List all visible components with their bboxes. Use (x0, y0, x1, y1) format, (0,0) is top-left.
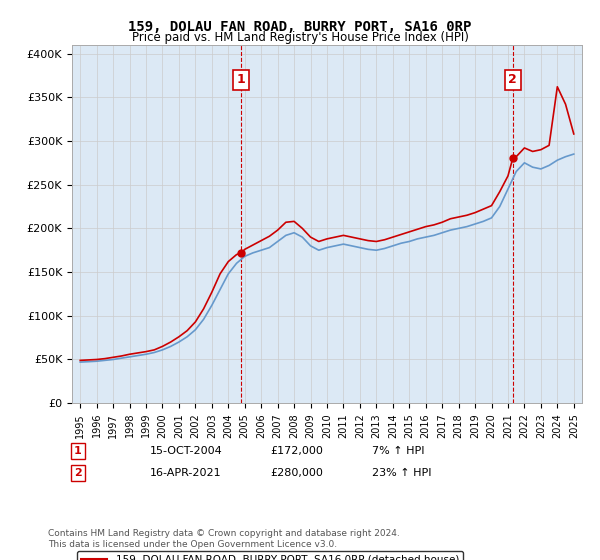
Text: 2: 2 (74, 468, 82, 478)
Legend: 159, DOLAU FAN ROAD, BURRY PORT, SA16 0RP (detached house), HPI: Average price, : 159, DOLAU FAN ROAD, BURRY PORT, SA16 0R… (77, 551, 463, 560)
Text: 1: 1 (74, 446, 82, 456)
Text: Price paid vs. HM Land Registry's House Price Index (HPI): Price paid vs. HM Land Registry's House … (131, 31, 469, 44)
Text: This data is licensed under the Open Government Licence v3.0.: This data is licensed under the Open Gov… (48, 540, 337, 549)
Text: £280,000: £280,000 (270, 468, 323, 478)
Text: 7% ↑ HPI: 7% ↑ HPI (372, 446, 425, 456)
Text: 1: 1 (237, 73, 245, 86)
Text: £172,000: £172,000 (270, 446, 323, 456)
Text: 15-OCT-2004: 15-OCT-2004 (150, 446, 223, 456)
Text: 23% ↑ HPI: 23% ↑ HPI (372, 468, 431, 478)
Text: Contains HM Land Registry data © Crown copyright and database right 2024.: Contains HM Land Registry data © Crown c… (48, 529, 400, 538)
Text: 159, DOLAU FAN ROAD, BURRY PORT, SA16 0RP: 159, DOLAU FAN ROAD, BURRY PORT, SA16 0R… (128, 20, 472, 34)
Text: 16-APR-2021: 16-APR-2021 (150, 468, 221, 478)
Text: 2: 2 (508, 73, 517, 86)
